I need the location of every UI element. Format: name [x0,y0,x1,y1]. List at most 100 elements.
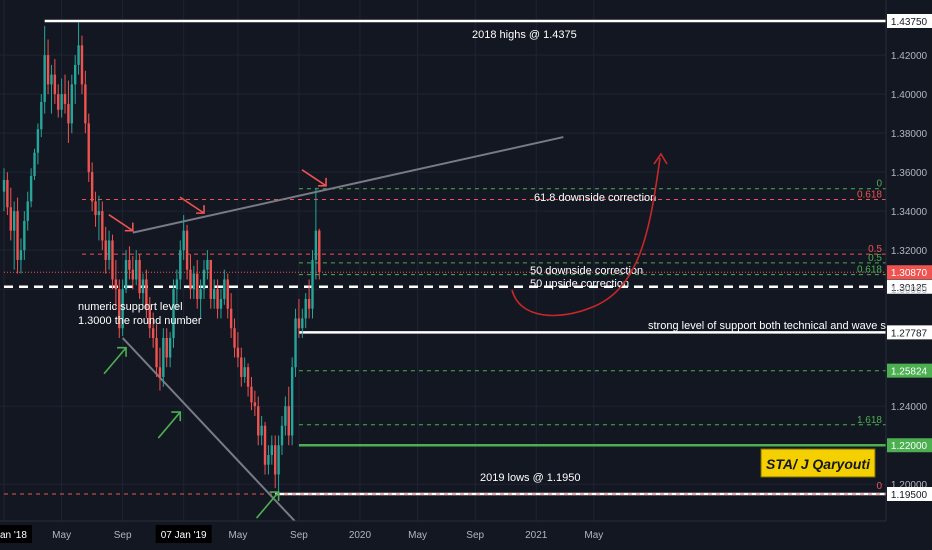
time-label: Sep [290,530,308,541]
candle-body [168,337,172,358]
candle-body [199,289,202,299]
fib-level-label: 0.5 [868,244,882,255]
price-label-bg [887,14,932,28]
candle-body [287,406,290,436]
price-label-bg [887,325,932,340]
fib-level-label: 0.618 [857,189,882,200]
time-label-bg [155,525,212,543]
candle-body [46,55,50,85]
candle-body [36,129,40,153]
fib-level-label: 0 [876,179,882,190]
green-arrow-icon [157,411,182,439]
candle-body [311,259,314,309]
candle-body [267,454,270,465]
candle-body [216,289,219,309]
candle-body [53,74,57,95]
candle-body [257,406,260,436]
horizontal-levels [4,19,886,496]
candle-body [73,64,77,85]
candle-body [155,337,158,368]
support-note-1: numeric support level [78,301,183,313]
candle-body [290,367,294,436]
candle-body [19,250,23,260]
watermark-bg [760,448,876,478]
candle-body [104,240,107,260]
candle-body [236,347,240,358]
projection-arrowhead [653,152,668,165]
fib-level-label: 0.618 [857,265,882,276]
candle-body [304,298,307,319]
time-label: 2021 [525,530,548,541]
fib-level-label: 0.5 [868,253,882,264]
candle-body [90,172,94,202]
candle-body [294,318,297,368]
candle-body [250,386,253,403]
price-label: 1.30870 [891,268,928,279]
candle-body [6,179,9,208]
price-label: 1.36000 [891,168,928,179]
candle-body [101,211,104,241]
price-label: 1.30125 [891,283,928,294]
fib-level-label: 1.618 [857,415,882,426]
trendlines [121,136,564,530]
time-axis-background [0,521,932,550]
candle-body [209,259,212,299]
red-arrow-icon [108,214,134,232]
candle-body [240,357,243,377]
time-label: May [52,530,71,541]
candle-body [114,279,118,290]
price-label: 1.38000 [891,129,928,140]
red-arrow-icon [301,169,327,187]
candle-body [40,101,43,130]
candle-body [206,259,209,270]
price-label: 1.43750 [891,17,928,28]
upper-trendline [132,136,564,234]
candle-body [9,207,12,231]
price-label: 1.20000 [891,480,928,491]
candle-body [196,273,199,299]
candle-body [29,176,33,202]
time-label: Sep [114,530,132,541]
candle-body [165,337,168,358]
candle-body [131,269,135,280]
candle-body [80,45,84,85]
price-label-bg [887,279,932,294]
candle-body [145,279,148,309]
candle-body [151,328,155,338]
time-label: 2020 [349,530,372,541]
candle-body [226,279,229,309]
candle-body [16,211,19,260]
candle-body [301,318,304,329]
price-axis: 1.43750 1.42000 1.40000 1.38000 1.36000 1.340… [887,14,932,501]
candle-body [111,240,114,280]
candle-body [118,289,121,329]
candle-body [297,318,301,329]
candle-body [107,240,111,260]
candle-body [128,259,131,270]
projection-curve [511,157,661,317]
time-label-bg [0,525,32,543]
candle-body [121,289,124,329]
candle-body [253,402,257,407]
high-label: 2018 highs @ 1.4375 [472,29,577,41]
price-label-bg [887,265,932,280]
candle-body [57,94,60,110]
fib-level-label: 0 [876,481,882,492]
candle-body [135,259,138,280]
green-arrow-icon [103,346,127,375]
candle-body [26,201,29,221]
candle-body [219,298,223,309]
candle-body [94,201,97,216]
time-label: May [408,530,427,541]
price-label: 1.19500 [891,490,928,501]
candle-body [87,123,90,173]
candle-body [2,179,6,192]
candlestick-series [2,21,321,494]
candle-body [158,367,162,377]
price-label-bg [887,363,932,378]
candle-body [50,74,53,85]
time-label: May [228,530,247,541]
arrows [103,169,327,519]
